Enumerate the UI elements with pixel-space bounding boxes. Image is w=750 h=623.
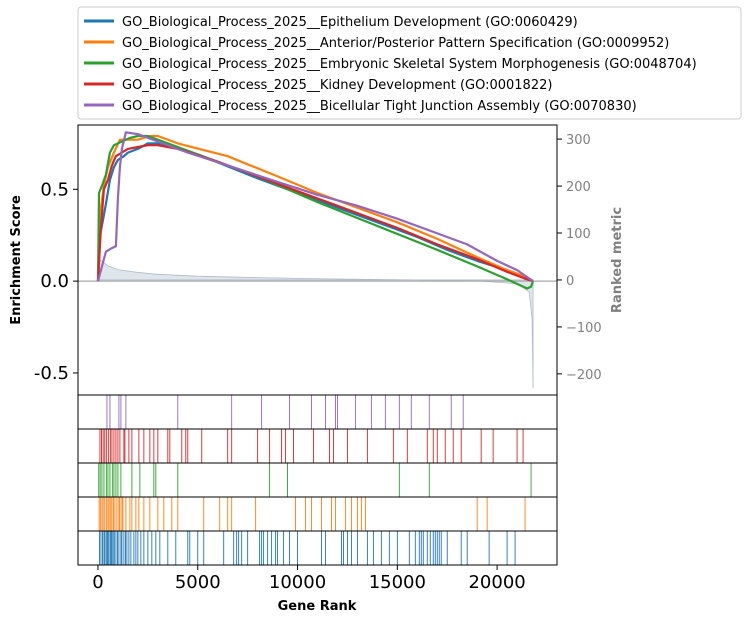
y-tick-label: -0.5 xyxy=(34,363,69,384)
y2-axis-label: Ranked metric xyxy=(610,207,625,313)
es-curve xyxy=(96,134,534,283)
legend: GO_Biological_Process_2025__Epithelium D… xyxy=(77,6,742,120)
x-axis-label: Gene Rank xyxy=(278,599,357,614)
legend-entry: GO_Biological_Process_2025__Embryonic Sk… xyxy=(122,57,697,72)
legend-entry: GO_Biological_Process_2025__Kidney Devel… xyxy=(122,78,552,93)
y2-tick-label: 100 xyxy=(566,227,591,242)
es-curve xyxy=(96,142,534,283)
y2-tick-label: 0 xyxy=(566,274,574,289)
hit-panel-frame xyxy=(77,530,558,566)
x-tick-label: 20000 xyxy=(468,572,525,593)
x-tick-label: 0 xyxy=(92,572,103,593)
hit-panel xyxy=(77,394,558,430)
es-curve xyxy=(96,144,534,283)
legend-frame xyxy=(77,6,742,120)
ranked-metric-area xyxy=(97,258,534,388)
legend-entry: GO_Biological_Process_2025__Bicellular T… xyxy=(122,99,637,114)
hit-panel xyxy=(77,530,558,566)
y-tick-label: 0.0 xyxy=(40,271,69,292)
hit-panel xyxy=(77,496,558,532)
hit-panels xyxy=(77,394,558,566)
hit-panel-frame xyxy=(77,394,558,430)
es-curve xyxy=(96,134,535,290)
hit-panel xyxy=(77,462,558,498)
x-tick-label: 10000 xyxy=(269,572,326,593)
y-axis-label: Enrichment Score xyxy=(9,195,24,325)
y2-tick-label: 300 xyxy=(566,133,591,148)
y2-tick-label: −200 xyxy=(566,368,602,383)
hit-panel xyxy=(77,428,558,464)
y2-tick-label: 200 xyxy=(566,180,591,195)
es-curve xyxy=(96,131,534,283)
legend-entry: GO_Biological_Process_2025__Epithelium D… xyxy=(122,15,578,30)
enrichment-plot: Enrichment Score Ranked metric -0.5 0.0 0.… xyxy=(9,124,625,396)
y2-tick-label: −100 xyxy=(566,321,602,336)
x-tick-label: 15000 xyxy=(369,572,426,593)
hit-panel-frame xyxy=(77,462,558,498)
x-tick-label: 5000 xyxy=(175,572,221,593)
y-tick-label: 0.5 xyxy=(40,179,69,200)
legend-entry: GO_Biological_Process_2025__Anterior/Pos… xyxy=(122,36,669,51)
